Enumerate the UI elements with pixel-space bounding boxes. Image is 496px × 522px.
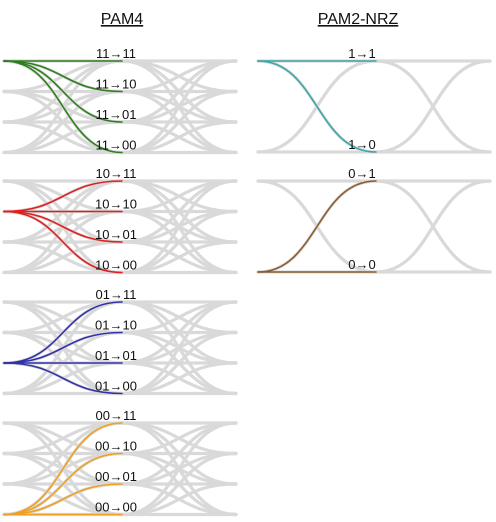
nrz-panel-0: 0→1 0→0 — [256, 166, 492, 274]
transition-label: 10→01 — [95, 227, 137, 242]
transition-label: 1→1 — [348, 46, 375, 61]
transition-label: 01→00 — [95, 379, 137, 394]
transition-label: 00→10 — [95, 439, 137, 454]
pam4-header: PAM4 — [101, 11, 143, 28]
trace-01-to-level-0 — [3, 362, 123, 395]
trace-10-to-level-0 — [3, 210, 123, 274]
transition-label: 0→0 — [348, 257, 375, 272]
pam4-panel-00: 00→11 00→10 00→01 00→00 — [2, 408, 238, 517]
highlighted-traces: 00→11 00→10 00→01 00→00 — [3, 408, 137, 516]
transition-label: 11→11 — [96, 46, 136, 61]
eye-transition-trace — [120, 179, 238, 214]
nrz-panels: 1→1 1→0 0→1 0→0 — [256, 46, 492, 274]
transition-label: 10→11 — [96, 166, 137, 181]
trace-01-to-level-3 — [3, 301, 123, 364]
transition-label: 0→1 — [348, 166, 375, 181]
transition-label: 11→10 — [96, 77, 137, 92]
transition-label: 01→10 — [95, 318, 137, 333]
trace-10-to-level-1 — [3, 210, 123, 243]
transition-label: 01→11 — [96, 287, 137, 302]
transition-label: 01→01 — [95, 348, 137, 363]
transition-label: 10→10 — [95, 197, 137, 212]
transition-label: 00→11 — [96, 408, 137, 423]
pam4-panel-10: 10→11 10→10 10→01 10→00 — [2, 166, 238, 275]
transition-label: 11→01 — [96, 107, 137, 122]
highlighted-traces: 0→1 0→0 — [257, 166, 377, 273]
highlighted-traces: 01→11 01→10 01→01 01→00 — [3, 287, 137, 395]
nrz-header: PAM2-NRZ — [318, 11, 399, 28]
pam4-panels: 11→11 11→10 11→01 11→00 10→11 10→10 10→01 10→00… — [2, 46, 238, 517]
eye-transition-trace — [374, 59, 492, 154]
transition-label: 1→0 — [348, 137, 375, 152]
eye-transition-trace — [2, 300, 124, 335]
trace-01-to-level-2 — [3, 331, 123, 364]
trace-11-to-level-2 — [3, 60, 123, 93]
trace-0-to-level-1 — [257, 180, 377, 273]
highlighted-traces: 11→11 11→10 11→01 11→00 — [3, 46, 137, 154]
transition-label: 00→01 — [95, 469, 137, 484]
nrz-panel-1: 1→1 1→0 — [256, 46, 492, 154]
eye-transition-trace — [120, 421, 238, 456]
highlighted-traces: 10→11 10→10 10→01 10→00 — [3, 166, 137, 274]
trace-10-to-level-3 — [3, 180, 123, 213]
trace-00-to-level-1 — [3, 483, 123, 516]
transition-label: 10→00 — [95, 258, 137, 273]
trace-11-to-level-1 — [3, 60, 123, 123]
trace-00-to-level-2 — [3, 452, 123, 516]
eye-transition-trace — [120, 59, 238, 94]
transition-label: 11→00 — [96, 138, 137, 153]
eye-transition-trace — [120, 300, 238, 335]
transition-label: 00→00 — [95, 500, 137, 515]
pam4-panel-01: 01→11 01→10 01→01 01→00 — [2, 287, 238, 396]
eye-transition-trace — [2, 421, 124, 456]
trace-1-to-level-0 — [257, 60, 377, 153]
eye-transition-trace — [374, 179, 492, 274]
trace-11-to-level-0 — [3, 60, 123, 154]
pam4-panel-11: 11→11 11→10 11→01 11→00 — [2, 46, 238, 155]
trace-00-to-level-3 — [3, 422, 123, 516]
highlighted-traces: 1→1 1→0 — [257, 46, 377, 153]
